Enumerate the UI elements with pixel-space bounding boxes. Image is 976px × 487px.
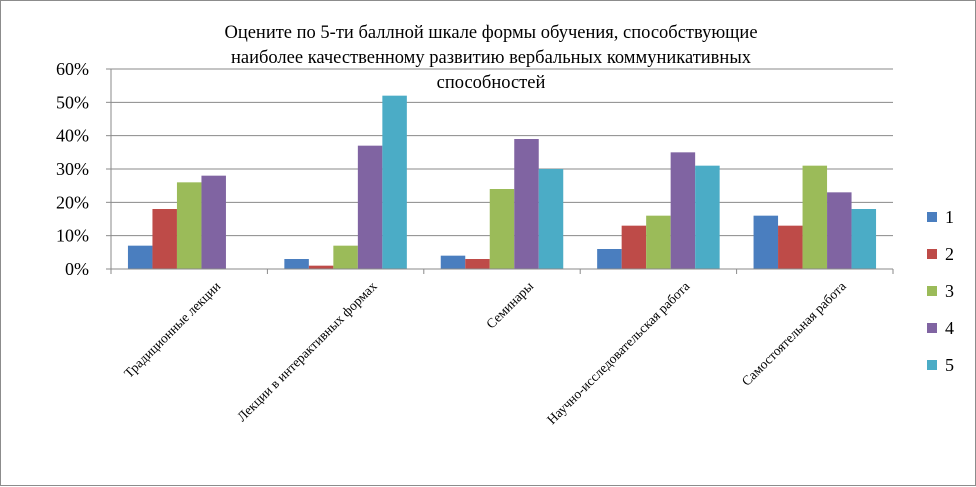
legend-label: 2 bbox=[945, 244, 954, 264]
y-tick-label: 10% bbox=[56, 226, 89, 246]
y-tick-label: 60% bbox=[56, 59, 89, 79]
bar-series-1 bbox=[440, 255, 466, 269]
legend-label: 5 bbox=[945, 355, 954, 375]
bar-series-2 bbox=[308, 265, 334, 269]
bar-series-4 bbox=[514, 139, 539, 269]
bar-series-2 bbox=[465, 259, 490, 269]
bar-series-4 bbox=[670, 152, 696, 269]
legend-swatch bbox=[927, 249, 937, 259]
x-category-label: Традиционные лекции bbox=[121, 279, 223, 381]
y-tick-label: 20% bbox=[56, 192, 89, 212]
legend: 1 2 3 4 5 bbox=[927, 207, 954, 375]
bar-series-5 bbox=[382, 95, 407, 270]
x-category-label: Лекции в интерактивных формах bbox=[234, 278, 380, 424]
chart-title-line: способностей bbox=[437, 73, 546, 93]
bar-series-2 bbox=[152, 209, 177, 269]
legend-swatch bbox=[927, 360, 937, 370]
legend-label: 4 bbox=[945, 318, 954, 338]
bar-series-3 bbox=[176, 182, 202, 269]
y-tick-label: 40% bbox=[56, 126, 89, 146]
bar-series-4 bbox=[357, 145, 383, 269]
legend-swatch bbox=[927, 286, 937, 296]
bar-series-1 bbox=[284, 259, 309, 269]
x-axis-category-labels: Традиционные лекции Лекции в интерактивны… bbox=[121, 278, 849, 427]
x-category-label: Научно-исследовательская работа bbox=[544, 279, 693, 428]
bar-series-3 bbox=[489, 189, 515, 269]
bar-series-1 bbox=[597, 249, 622, 269]
chart-title-line: Оцените по 5-ти баллной шкале формы обуч… bbox=[224, 23, 757, 43]
bar-series-4 bbox=[827, 192, 852, 269]
bar-series-3 bbox=[802, 165, 828, 269]
bar-series-1 bbox=[753, 215, 779, 269]
bar-series-5 bbox=[695, 165, 720, 269]
bar-series-5 bbox=[538, 169, 564, 269]
bar-series-5 bbox=[851, 209, 877, 269]
bar-series-2 bbox=[621, 225, 647, 269]
legend-swatch bbox=[927, 323, 937, 333]
bar-series-2 bbox=[778, 225, 803, 269]
bars bbox=[127, 95, 877, 270]
chart-title: Оцените по 5-ти баллной шкале формы обуч… bbox=[224, 23, 757, 93]
y-tick-label: 50% bbox=[56, 92, 89, 112]
x-category-label: Самостоятельная работа bbox=[739, 279, 849, 389]
bar-series-3 bbox=[333, 245, 358, 269]
y-tick-label: 0% bbox=[65, 259, 89, 279]
y-tick-label: 30% bbox=[56, 159, 89, 179]
x-category-label: Семинары bbox=[483, 279, 536, 332]
y-axis-ticks: 0% 10% 20% 30% 40% 50% 60% bbox=[56, 59, 111, 279]
legend-label: 3 bbox=[945, 281, 954, 301]
legend-swatch bbox=[927, 212, 937, 222]
bar-series-1 bbox=[127, 245, 153, 269]
axes bbox=[110, 69, 894, 274]
bar-series-3 bbox=[646, 215, 671, 269]
legend-label: 1 bbox=[945, 207, 954, 227]
bar-series-4 bbox=[201, 175, 226, 269]
chart-title-line: наиболее качественному развитию вербальн… bbox=[231, 48, 752, 68]
